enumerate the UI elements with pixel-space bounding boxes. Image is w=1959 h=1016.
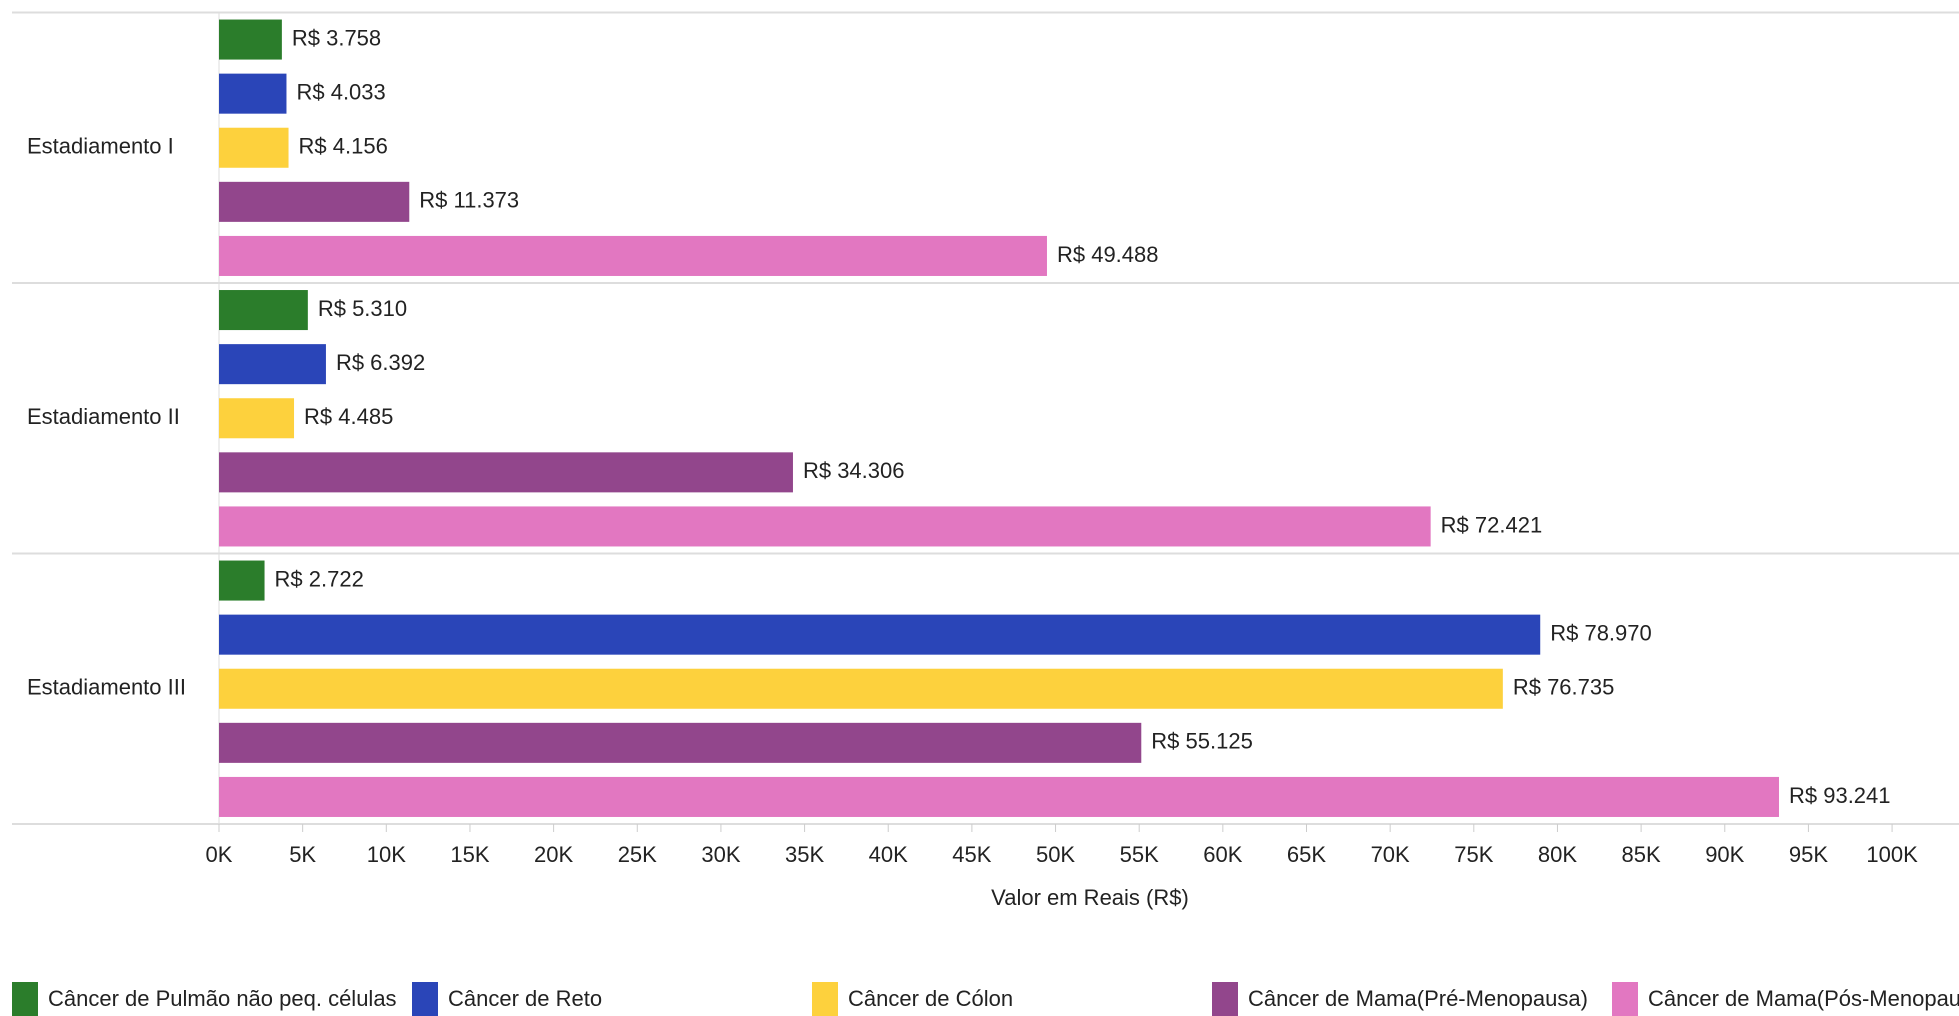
x-tick-label: 40K xyxy=(869,842,908,867)
bar xyxy=(219,127,289,168)
bar xyxy=(219,506,1431,547)
bar xyxy=(219,614,1541,655)
bar xyxy=(219,181,410,222)
bar xyxy=(219,560,265,601)
value-label: R$ 72.421 xyxy=(1441,512,1543,537)
legend-swatch xyxy=(1212,982,1238,1016)
x-tick-label: 75K xyxy=(1454,842,1493,867)
value-label: R$ 4.156 xyxy=(299,134,388,159)
x-tick-label: 65K xyxy=(1287,842,1326,867)
value-label: R$ 55.125 xyxy=(1151,729,1253,754)
bar xyxy=(219,344,326,385)
y-tick-label: Estadiamento II xyxy=(27,404,180,429)
x-tick-label: 80K xyxy=(1538,842,1577,867)
bar xyxy=(219,235,1047,276)
x-tick-label: 20K xyxy=(534,842,573,867)
x-tick-label: 50K xyxy=(1036,842,1075,867)
legend-label: Câncer de Mama(Pré-Menopausa) xyxy=(1248,986,1588,1011)
x-tick-label: 15K xyxy=(450,842,489,867)
y-tick-label: Estadiamento I xyxy=(27,134,174,159)
bar xyxy=(219,19,282,60)
x-tick-label: 35K xyxy=(785,842,824,867)
x-tick-label: 10K xyxy=(367,842,406,867)
x-tick-label: 5K xyxy=(289,842,316,867)
legend-swatch xyxy=(1612,982,1638,1016)
x-tick-label: 25K xyxy=(618,842,657,867)
bar xyxy=(219,73,287,114)
value-label: R$ 4.033 xyxy=(296,79,385,104)
legend-label: Câncer de Mama(Pós-Menopausa) xyxy=(1648,986,1959,1011)
x-tick-label: 0K xyxy=(206,842,233,867)
value-label: R$ 2.722 xyxy=(275,566,364,591)
value-label: R$ 93.241 xyxy=(1789,783,1891,808)
bar xyxy=(219,290,308,331)
legend-label: Câncer de Pulmão não peq. células xyxy=(48,986,397,1011)
value-label: R$ 78.970 xyxy=(1550,620,1652,645)
value-label: R$ 34.306 xyxy=(803,458,905,483)
y-tick-label: Estadiamento III xyxy=(27,675,186,700)
legend-swatch xyxy=(412,982,438,1016)
bar xyxy=(219,668,1503,709)
x-tick-label: 85K xyxy=(1622,842,1661,867)
bar xyxy=(219,722,1142,763)
x-tick-label: 45K xyxy=(952,842,991,867)
x-tick-label: 95K xyxy=(1789,842,1828,867)
value-label: R$ 6.392 xyxy=(336,350,425,375)
value-label: R$ 11.373 xyxy=(419,188,519,213)
x-axis-title: Valor em Reais (R$) xyxy=(991,885,1189,910)
x-tick-label: 60K xyxy=(1203,842,1242,867)
value-label: R$ 3.758 xyxy=(292,25,381,50)
value-label: R$ 4.485 xyxy=(304,404,393,429)
legend-label: Câncer de Cólon xyxy=(848,986,1013,1011)
value-label: R$ 76.735 xyxy=(1513,675,1615,700)
x-tick-label: 55K xyxy=(1120,842,1159,867)
bar xyxy=(219,452,793,493)
legend-swatch xyxy=(812,982,838,1016)
value-label: R$ 5.310 xyxy=(318,296,407,321)
x-tick-label: 90K xyxy=(1705,842,1744,867)
x-tick-label: 100K xyxy=(1866,842,1918,867)
value-label: R$ 49.488 xyxy=(1057,242,1159,267)
legend-swatch xyxy=(12,982,38,1016)
bar xyxy=(219,776,1779,817)
x-tick-label: 70K xyxy=(1371,842,1410,867)
bar xyxy=(219,398,295,439)
x-tick-label: 30K xyxy=(701,842,740,867)
legend-label: Câncer de Reto xyxy=(448,986,602,1011)
